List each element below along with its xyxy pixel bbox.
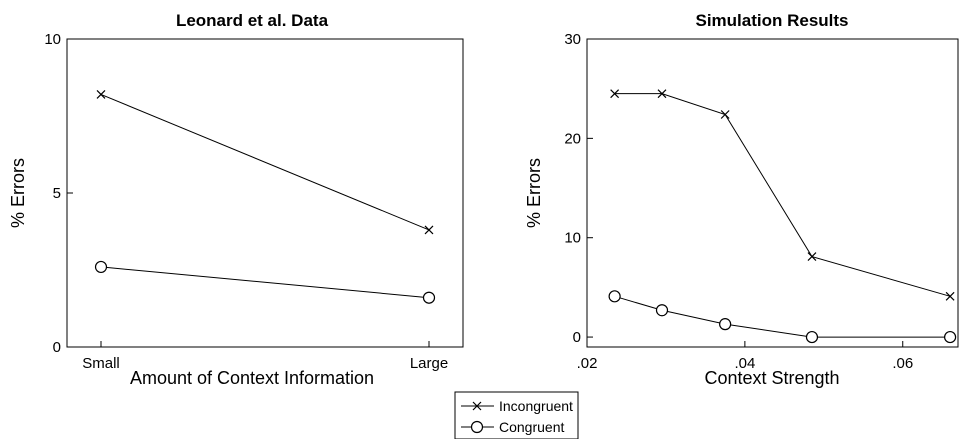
right-x-tick-label: .02 — [577, 355, 598, 372]
left-x-tick-label: Small — [82, 355, 120, 372]
left-y-ticks: 0 5 10 — [44, 31, 73, 356]
legend-label-congruent: Congruent — [499, 419, 564, 435]
left-y-axis-label: % Errors — [8, 158, 28, 228]
left-y-tick-label: 5 — [53, 185, 61, 202]
left-point-congruent — [94, 260, 108, 274]
legend: Incongruent Congruent — [454, 391, 579, 439]
left-x-ticks: Small Large — [82, 341, 448, 372]
left-point-incongruent — [424, 225, 434, 235]
left-y-tick-label: 10 — [44, 31, 61, 48]
right-series-line-incongruent — [614, 93, 951, 297]
right-point-congruent — [719, 318, 732, 331]
legend-label-incongruent: Incongruent — [499, 398, 573, 414]
right-point-congruent — [944, 330, 957, 344]
right-y-ticks: 0 10 20 30 — [564, 31, 593, 346]
right-point-incongruent — [945, 291, 955, 301]
left-point-congruent — [422, 291, 436, 304]
left-plot-frame — [66, 38, 464, 348]
left-series-line-congruent — [100, 266, 430, 299]
right-chart: Simulation Results 0 10 20 30 .02 .04 .06 Con… — [524, 11, 959, 388]
left-point-incongruent — [96, 90, 106, 99]
right-point-incongruent — [610, 89, 620, 99]
left-y-tick-label: 0 — [53, 339, 61, 356]
right-point-incongruent — [807, 252, 817, 262]
left-series-line-incongruent — [100, 93, 430, 231]
right-x-tick-label: .06 — [892, 355, 913, 372]
left-chart: Leonard et al. Data 0 5 10 Small Large Amou… — [8, 11, 464, 388]
right-y-tick-label: 20 — [564, 130, 581, 147]
left-chart-title: Leonard et al. Data — [176, 11, 329, 30]
right-y-tick-label: 10 — [564, 230, 581, 247]
right-chart-title: Simulation Results — [695, 11, 848, 30]
right-point-congruent — [655, 304, 669, 317]
legend-x-marker-icon — [472, 401, 482, 411]
right-x-tick-label: .04 — [734, 355, 755, 372]
legend-circle-marker-icon — [470, 420, 484, 434]
left-series — [94, 90, 436, 304]
right-point-incongruent — [657, 89, 667, 99]
right-y-tick-label: 30 — [564, 31, 581, 48]
right-x-ticks: .02 .04 .06 — [577, 341, 913, 372]
right-point-congruent — [805, 330, 819, 344]
right-point-incongruent — [720, 110, 730, 119]
right-series-line-congruent — [614, 295, 951, 338]
right-x-axis-label: Context Strength — [704, 368, 839, 388]
right-plot-frame — [586, 38, 959, 348]
left-x-axis-label: Amount of Context Information — [130, 368, 374, 388]
right-point-congruent — [608, 290, 621, 303]
right-series — [608, 89, 957, 344]
left-x-tick-label: Large — [410, 355, 448, 372]
right-y-axis-label: % Errors — [524, 158, 544, 228]
right-y-tick-label: 0 — [573, 329, 581, 346]
